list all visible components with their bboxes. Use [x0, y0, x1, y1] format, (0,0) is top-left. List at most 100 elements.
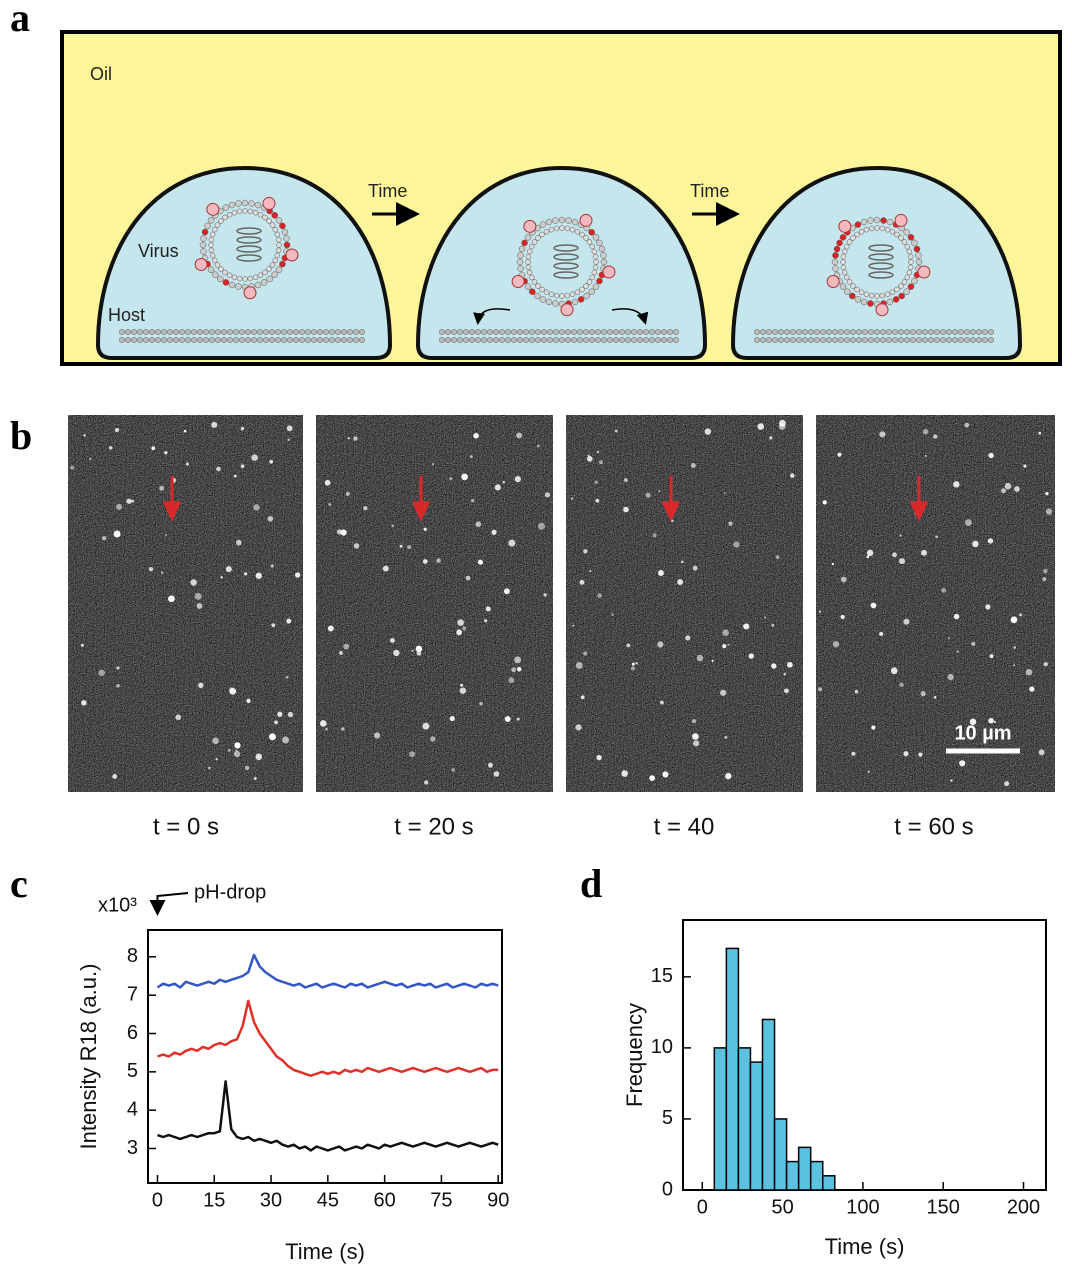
lipid — [880, 337, 886, 343]
lipid — [754, 329, 760, 335]
virus-lipid — [592, 264, 599, 271]
lipid — [215, 329, 221, 335]
spot — [341, 727, 345, 731]
lipid — [976, 329, 982, 335]
lipid — [263, 337, 269, 343]
virus-lipid — [833, 245, 841, 253]
lipid — [850, 329, 856, 335]
lipid — [856, 329, 862, 335]
x-tick-label: 45 — [317, 1189, 339, 1211]
spot — [724, 735, 728, 739]
lipid — [820, 329, 826, 335]
spot — [921, 549, 927, 556]
micrographs: 10 µm t = 0 s t = 20 s t = 40 t = 60 s — [68, 415, 1055, 840]
lipid — [185, 329, 191, 335]
lipid — [796, 329, 802, 335]
virus-lipid — [850, 283, 856, 289]
virus-lipid — [906, 269, 913, 276]
lipid — [353, 329, 359, 335]
spot — [215, 758, 218, 761]
lipid — [439, 329, 445, 335]
lipid — [946, 329, 952, 335]
lipid — [844, 337, 850, 343]
droplet — [95, 165, 393, 360]
spot — [985, 604, 991, 610]
virus-lipid — [904, 274, 911, 281]
spot — [477, 559, 483, 565]
spot — [1023, 464, 1027, 468]
virus-lipid — [531, 279, 538, 285]
virus-lipid — [242, 208, 248, 214]
virus-lipid — [218, 218, 224, 224]
timepoint-label: t = 0 s — [153, 813, 219, 840]
lipid — [619, 329, 625, 335]
virus-lipid — [588, 229, 595, 236]
virus-lipid — [548, 226, 555, 233]
spot — [680, 560, 684, 564]
spot — [757, 423, 764, 430]
spot — [879, 631, 884, 636]
rna — [868, 253, 894, 261]
virus-lipid — [539, 286, 545, 293]
lipid — [329, 337, 335, 343]
spot — [274, 720, 278, 725]
lipid — [203, 337, 209, 343]
spot — [890, 667, 898, 675]
spot — [570, 497, 574, 500]
rna — [553, 262, 579, 270]
lipid — [589, 337, 595, 343]
spot — [866, 555, 870, 559]
spot — [947, 674, 954, 681]
lipid — [305, 329, 311, 335]
spot — [459, 687, 467, 694]
spot — [953, 481, 960, 488]
virus-lipid — [276, 242, 282, 248]
virus-lipid — [592, 283, 600, 290]
y-tick-label: 8 — [127, 945, 138, 967]
y-tick-label: 7 — [127, 983, 138, 1005]
spot — [363, 506, 368, 511]
virus-lipid — [867, 300, 874, 307]
spot — [269, 460, 273, 464]
spot — [479, 701, 483, 706]
lipid — [754, 337, 760, 343]
lipid — [221, 337, 227, 343]
flow-arrow — [611, 308, 649, 325]
spot — [508, 539, 516, 547]
virus-lipid — [271, 271, 278, 278]
lipid — [802, 329, 808, 335]
virus-lipid — [840, 253, 847, 260]
lipid — [341, 337, 347, 343]
virus-lipid — [901, 239, 908, 245]
spot — [784, 688, 789, 694]
lipid — [463, 329, 469, 335]
spot — [635, 662, 638, 665]
virus-lipid — [588, 288, 595, 295]
spot — [956, 650, 959, 653]
lipid — [353, 337, 359, 343]
lipid — [119, 337, 125, 343]
spike — [894, 213, 908, 227]
lipid — [820, 337, 826, 343]
lipid — [269, 329, 275, 335]
spot — [514, 476, 521, 483]
virus-lipid — [592, 234, 600, 241]
spot — [340, 529, 347, 536]
lipid — [898, 337, 904, 343]
panel-label: d — [580, 861, 602, 906]
virus-lipid — [843, 243, 850, 250]
spot — [691, 719, 697, 724]
lipid — [125, 337, 131, 343]
virus-lipid — [898, 283, 904, 289]
spot — [81, 700, 87, 706]
spot — [436, 558, 441, 563]
virus-lipid — [517, 252, 524, 259]
lipid — [808, 329, 814, 335]
spot — [596, 450, 600, 454]
spot — [771, 623, 775, 627]
lipid — [934, 329, 940, 335]
lipid — [838, 337, 844, 343]
virus-lipid — [854, 286, 860, 293]
panel-label: c — [10, 861, 28, 906]
spot — [722, 644, 727, 649]
